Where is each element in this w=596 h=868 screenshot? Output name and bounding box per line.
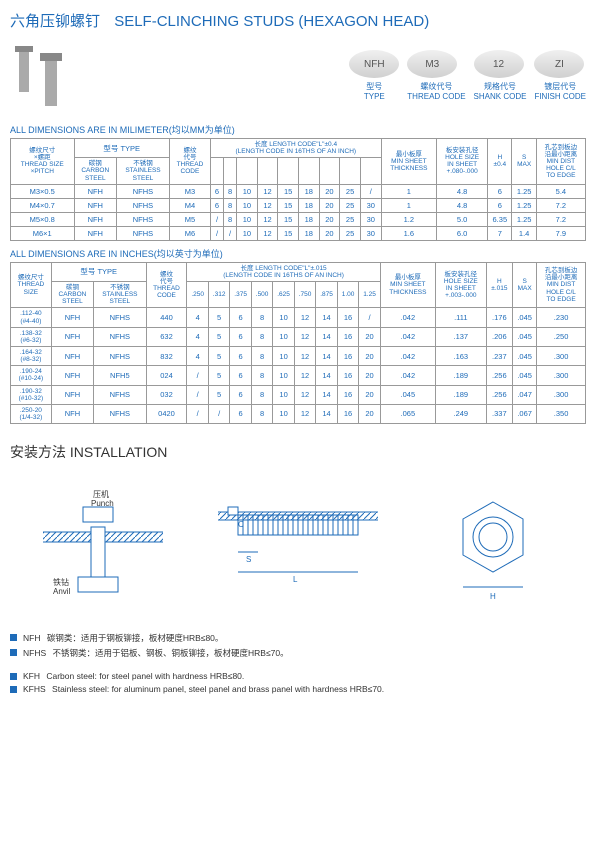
svg-text:S: S: [246, 555, 251, 564]
title-cn: 六角压铆螺钉: [10, 13, 100, 30]
note-line: KFHS Stainless steel: for aluminum panel…: [10, 684, 586, 694]
anvil-label: 铁钻Anvil: [53, 577, 71, 596]
code-value: M3: [407, 50, 457, 78]
bullet-icon: [10, 649, 17, 656]
table-row: .138-32(#6-32)NFHNFHS63245681012141620.0…: [11, 327, 586, 346]
title-en: SELF-CLINCHING STUDS (HEXAGON HEAD): [114, 13, 429, 30]
table-row: .164-32(#8-32)NFHNFHS83245681012141620.0…: [11, 346, 586, 365]
table2-title: ALL DIMENSIONS ARE IN INCHES(均以英寸为单位): [10, 247, 586, 260]
punch-label: 压机Punch: [91, 489, 114, 508]
code-label: 螺纹代号THREAD CODE: [407, 82, 465, 101]
table-mm: 螺纹尺寸×螺距THREAD SIZE×PITCH型号 TYPE螺纹代号THREA…: [10, 138, 586, 241]
svg-text:C: C: [238, 520, 244, 529]
svg-text:L: L: [293, 575, 298, 584]
notes-en: KFH Carbon steel: for steel panel with h…: [10, 671, 586, 694]
diagram-punch: 压机Punch 铁钻Anvil: [10, 472, 195, 612]
diagram-hex: H: [401, 472, 586, 612]
diagram-dims: C S L: [205, 472, 390, 612]
table-row: M5×0.8NFHNFHSM5/8101215182025301.25.06.3…: [11, 212, 586, 226]
table-inch: 螺纹尺寸THREADSIZE型号 TYPE螺纹代号THREADCODE长度 LE…: [10, 262, 586, 424]
note-line: NFH 碳钢类：适用于钢板铆接，板材硬度HRB≤80。: [10, 632, 586, 644]
table-row: .112-40(#4-40)NFHNFHS440456810121416/.04…: [11, 308, 586, 327]
product-image: [10, 41, 70, 111]
code-value: 12: [474, 50, 524, 78]
install-diagrams: 压机Punch 铁钻Anvil C S L H: [10, 472, 586, 612]
table-row: M6×1NFHNFHSM6//101215182025301.66.071.47…: [11, 226, 586, 240]
bullet-icon: [10, 634, 17, 641]
code-item: 12 规格代号SHANK CODE: [474, 50, 527, 101]
code-item: ZI 镀层代号FINISH CODE: [534, 50, 586, 101]
code-label: 规格代号SHANK CODE: [474, 82, 527, 101]
code-value: ZI: [534, 50, 584, 78]
table-row: .190-32(#10-32)NFHNFHS032/5681012141620.…: [11, 385, 586, 404]
code-label: 型号TYPE: [349, 82, 399, 101]
table1-title: ALL DIMENSIONS ARE IN MILIMETER(均以MM为单位): [10, 123, 586, 136]
code-item: M3 螺纹代号THREAD CODE: [407, 50, 465, 101]
code-legend: NFH 型号TYPE M3 螺纹代号THREAD CODE 12 规格代号SHANK CO…: [349, 50, 586, 101]
page-title: 六角压铆螺钉 SELF-CLINCHING STUDS (HEXAGON HEA…: [10, 10, 586, 31]
bullet-icon: [10, 673, 17, 680]
table-row: .250-20(1/4-32)NFHNFHS0420//681012141620…: [11, 404, 586, 423]
svg-text:H: H: [490, 592, 496, 601]
bullet-icon: [10, 686, 17, 693]
note-line: KFH Carbon steel: for steel panel with h…: [10, 671, 586, 681]
table-row: M4×0.7NFHNFHSM4681012151820253014.861.25…: [11, 198, 586, 212]
note-line: NFHS 不锈钢类：适用于铝板、钢板、铜板铆接，板材硬度HRB≤70。: [10, 647, 586, 659]
notes-cn: NFH 碳钢类：适用于钢板铆接，板材硬度HRB≤80。 NFHS 不锈钢类：适用于…: [10, 632, 586, 659]
install-title: 安装方法 INSTALLATION: [10, 442, 586, 462]
code-label: 镀层代号FINISH CODE: [534, 82, 586, 101]
code-value: NFH: [349, 50, 399, 78]
table-row: .190-24(#10-24)NFHNFH5024/5681012141620.…: [11, 366, 586, 385]
code-item: NFH 型号TYPE: [349, 50, 399, 101]
table-row: M3×0.5NFHNFHSM368101215182025/14.861.255…: [11, 184, 586, 198]
